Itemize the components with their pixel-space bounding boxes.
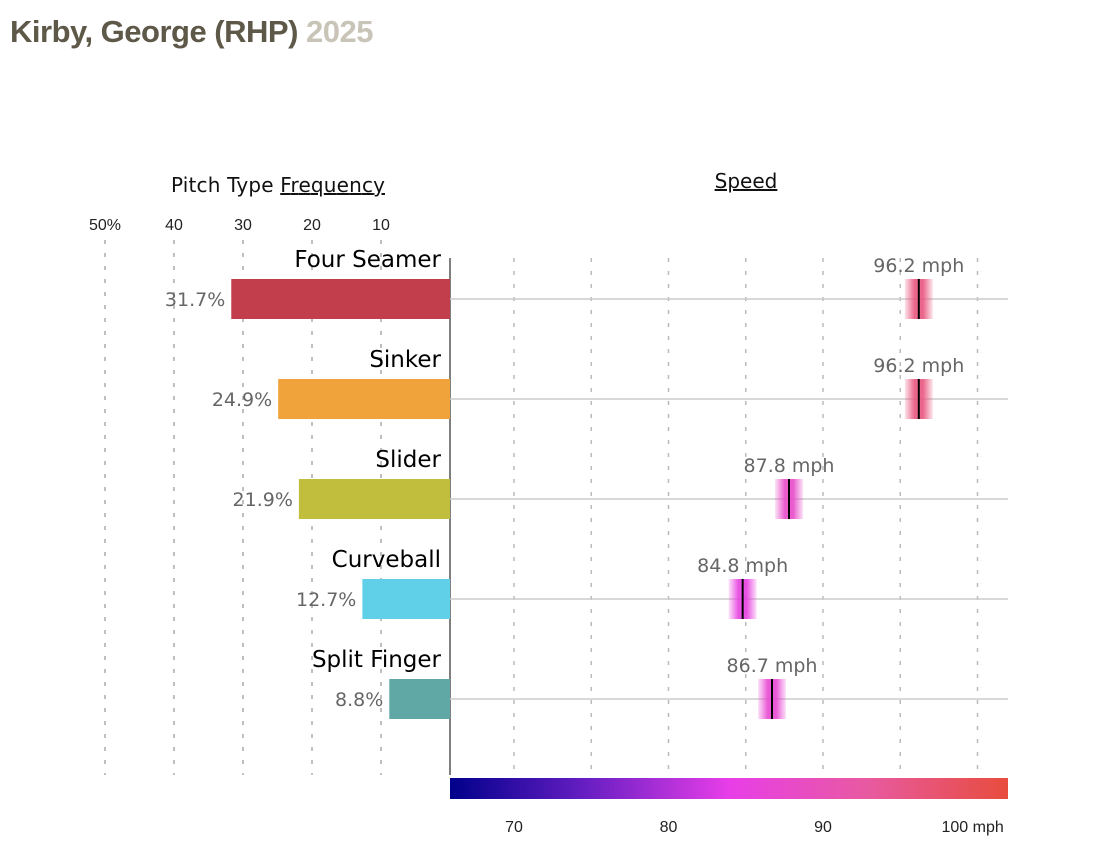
speed-tick-label: 70 [505, 819, 523, 836]
frequency-bar [231, 279, 450, 319]
frequency-tick-label: 30 [234, 217, 252, 234]
pitch-type-label: Split Finger [312, 647, 442, 673]
frequency-value-label: 21.9% [233, 489, 293, 511]
frequency-tick-label: 50% [89, 217, 121, 234]
frequency-bar [298, 479, 450, 519]
frequency-value-label: 12.7% [296, 589, 356, 611]
speed-value-label: 96.2 mph [873, 255, 964, 277]
player-name: Kirby, George (RHP) [10, 14, 298, 49]
frequency-value-label: 24.9% [212, 389, 272, 411]
speed-value-label: 84.8 mph [697, 555, 788, 577]
frequency-value-label: 31.7% [165, 289, 225, 311]
frequency-value-label: 8.8% [335, 689, 383, 711]
frequency-bar [389, 679, 450, 719]
speed-tick-label: 100 mph [942, 819, 1004, 836]
season-year: 2025 [306, 14, 373, 49]
speed-color-scale [450, 778, 1008, 799]
speed-tick-label: 80 [660, 819, 678, 836]
speed-value-label: 87.8 mph [744, 455, 835, 477]
pitch-type-label: Sinker [369, 347, 441, 373]
speed-title[interactable]: Speed [715, 169, 778, 193]
frequency-bar [278, 379, 450, 419]
frequency-tick-label: 40 [165, 217, 183, 234]
speed-value-label: 96.2 mph [873, 355, 964, 377]
frequency-bar [362, 579, 450, 619]
speed-value-label: 86.7 mph [727, 655, 818, 677]
pitch-type-label: Slider [375, 447, 441, 473]
speed-tick-label: 90 [814, 819, 832, 836]
frequency-title: Pitch Type Frequency [171, 173, 385, 197]
page-title: Kirby, George (RHP) 2025 [10, 14, 373, 50]
pitch-type-label: Curveball [332, 547, 441, 573]
frequency-tick-label: 10 [372, 217, 390, 234]
pitch-type-label: Four Seamer [294, 247, 441, 273]
frequency-tick-label: 20 [303, 217, 321, 234]
